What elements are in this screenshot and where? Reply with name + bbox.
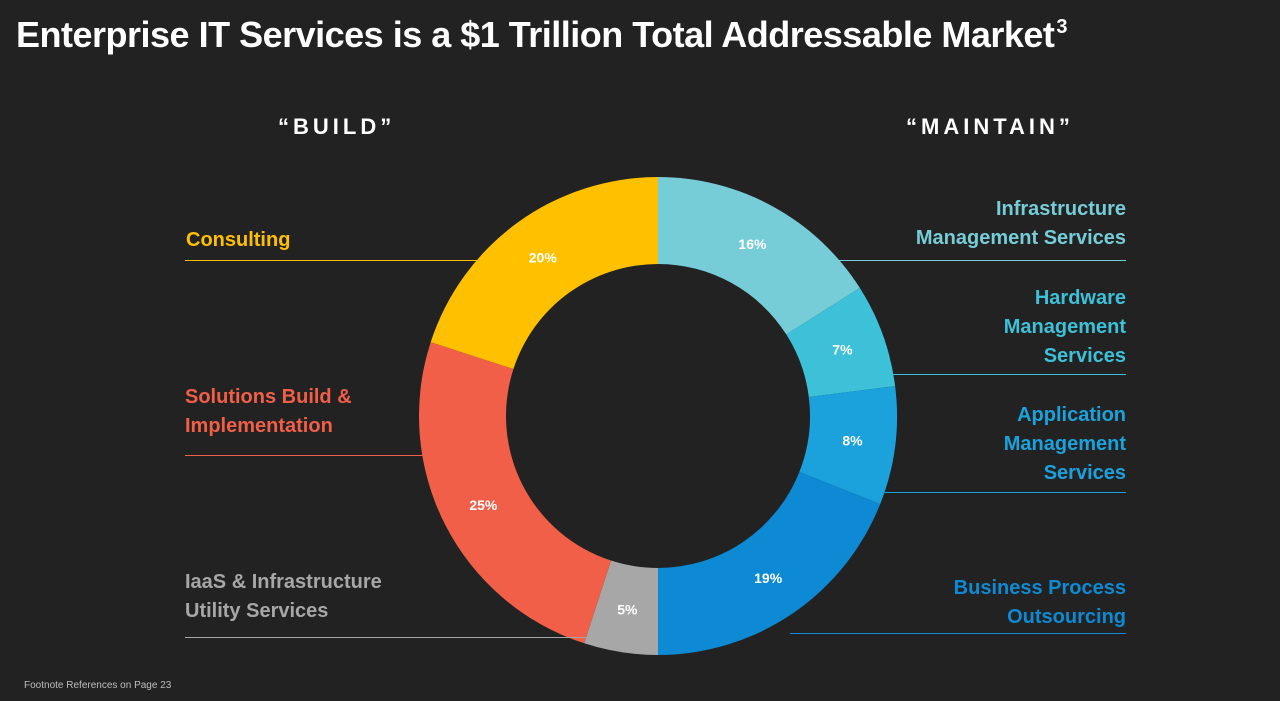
donut-label-2: 8% bbox=[842, 433, 863, 449]
build-heading: “BUILD” bbox=[278, 114, 396, 139]
donut-slice-hardware-management-services bbox=[786, 287, 896, 397]
donut-label-3: 19% bbox=[754, 570, 783, 586]
maintain-heading: “MAINTAIN” bbox=[906, 114, 1074, 139]
legend-consulting: Consulting bbox=[186, 229, 291, 251]
donut-label-6: 20% bbox=[529, 249, 558, 265]
legend-iaas: IaaS & Infrastructure Utility Services bbox=[185, 571, 382, 622]
legend-infrastructure-management: Infrastructure Management Services bbox=[915, 198, 1126, 249]
footnote: Footnote References on Page 23 bbox=[24, 680, 172, 691]
donut-label-4: 5% bbox=[617, 602, 638, 618]
donut-label-0: 16% bbox=[738, 236, 767, 252]
page-title: Enterprise IT Services is a $1 Trillion … bbox=[16, 14, 1068, 55]
rule-solutions-build bbox=[185, 455, 430, 456]
rule-hardware-management bbox=[886, 374, 1126, 375]
legend-business-process-outsourcing: Business Process Outsourcing bbox=[953, 577, 1126, 628]
donut-slice-infrastructure-management-services bbox=[658, 177, 860, 335]
legend-application-management: Application Management Services bbox=[1003, 404, 1126, 484]
donut-label-1: 7% bbox=[832, 342, 853, 358]
donut-slice-application-management-services bbox=[799, 386, 897, 504]
donut-slice-business-process-outsourcing bbox=[658, 471, 881, 655]
donut-slice-consulting bbox=[430, 177, 658, 370]
rule-consulting bbox=[185, 260, 485, 261]
rule-business-process-outsourcing bbox=[790, 633, 1126, 634]
legend-solutions-build: Solutions Build & Implementation bbox=[185, 386, 352, 437]
donut-label-5: 25% bbox=[469, 497, 498, 513]
title-superscript: 3 bbox=[1056, 16, 1068, 38]
donut-slice-iaas-infrastructure-utility-services bbox=[584, 560, 658, 655]
legend-hardware-management: Hardware Management Services bbox=[1003, 287, 1126, 367]
rule-infrastructure-management bbox=[835, 260, 1126, 261]
donut-slice-solutions-build-implementation bbox=[419, 342, 612, 644]
rule-application-management bbox=[878, 492, 1126, 493]
rule-iaas bbox=[185, 637, 615, 638]
